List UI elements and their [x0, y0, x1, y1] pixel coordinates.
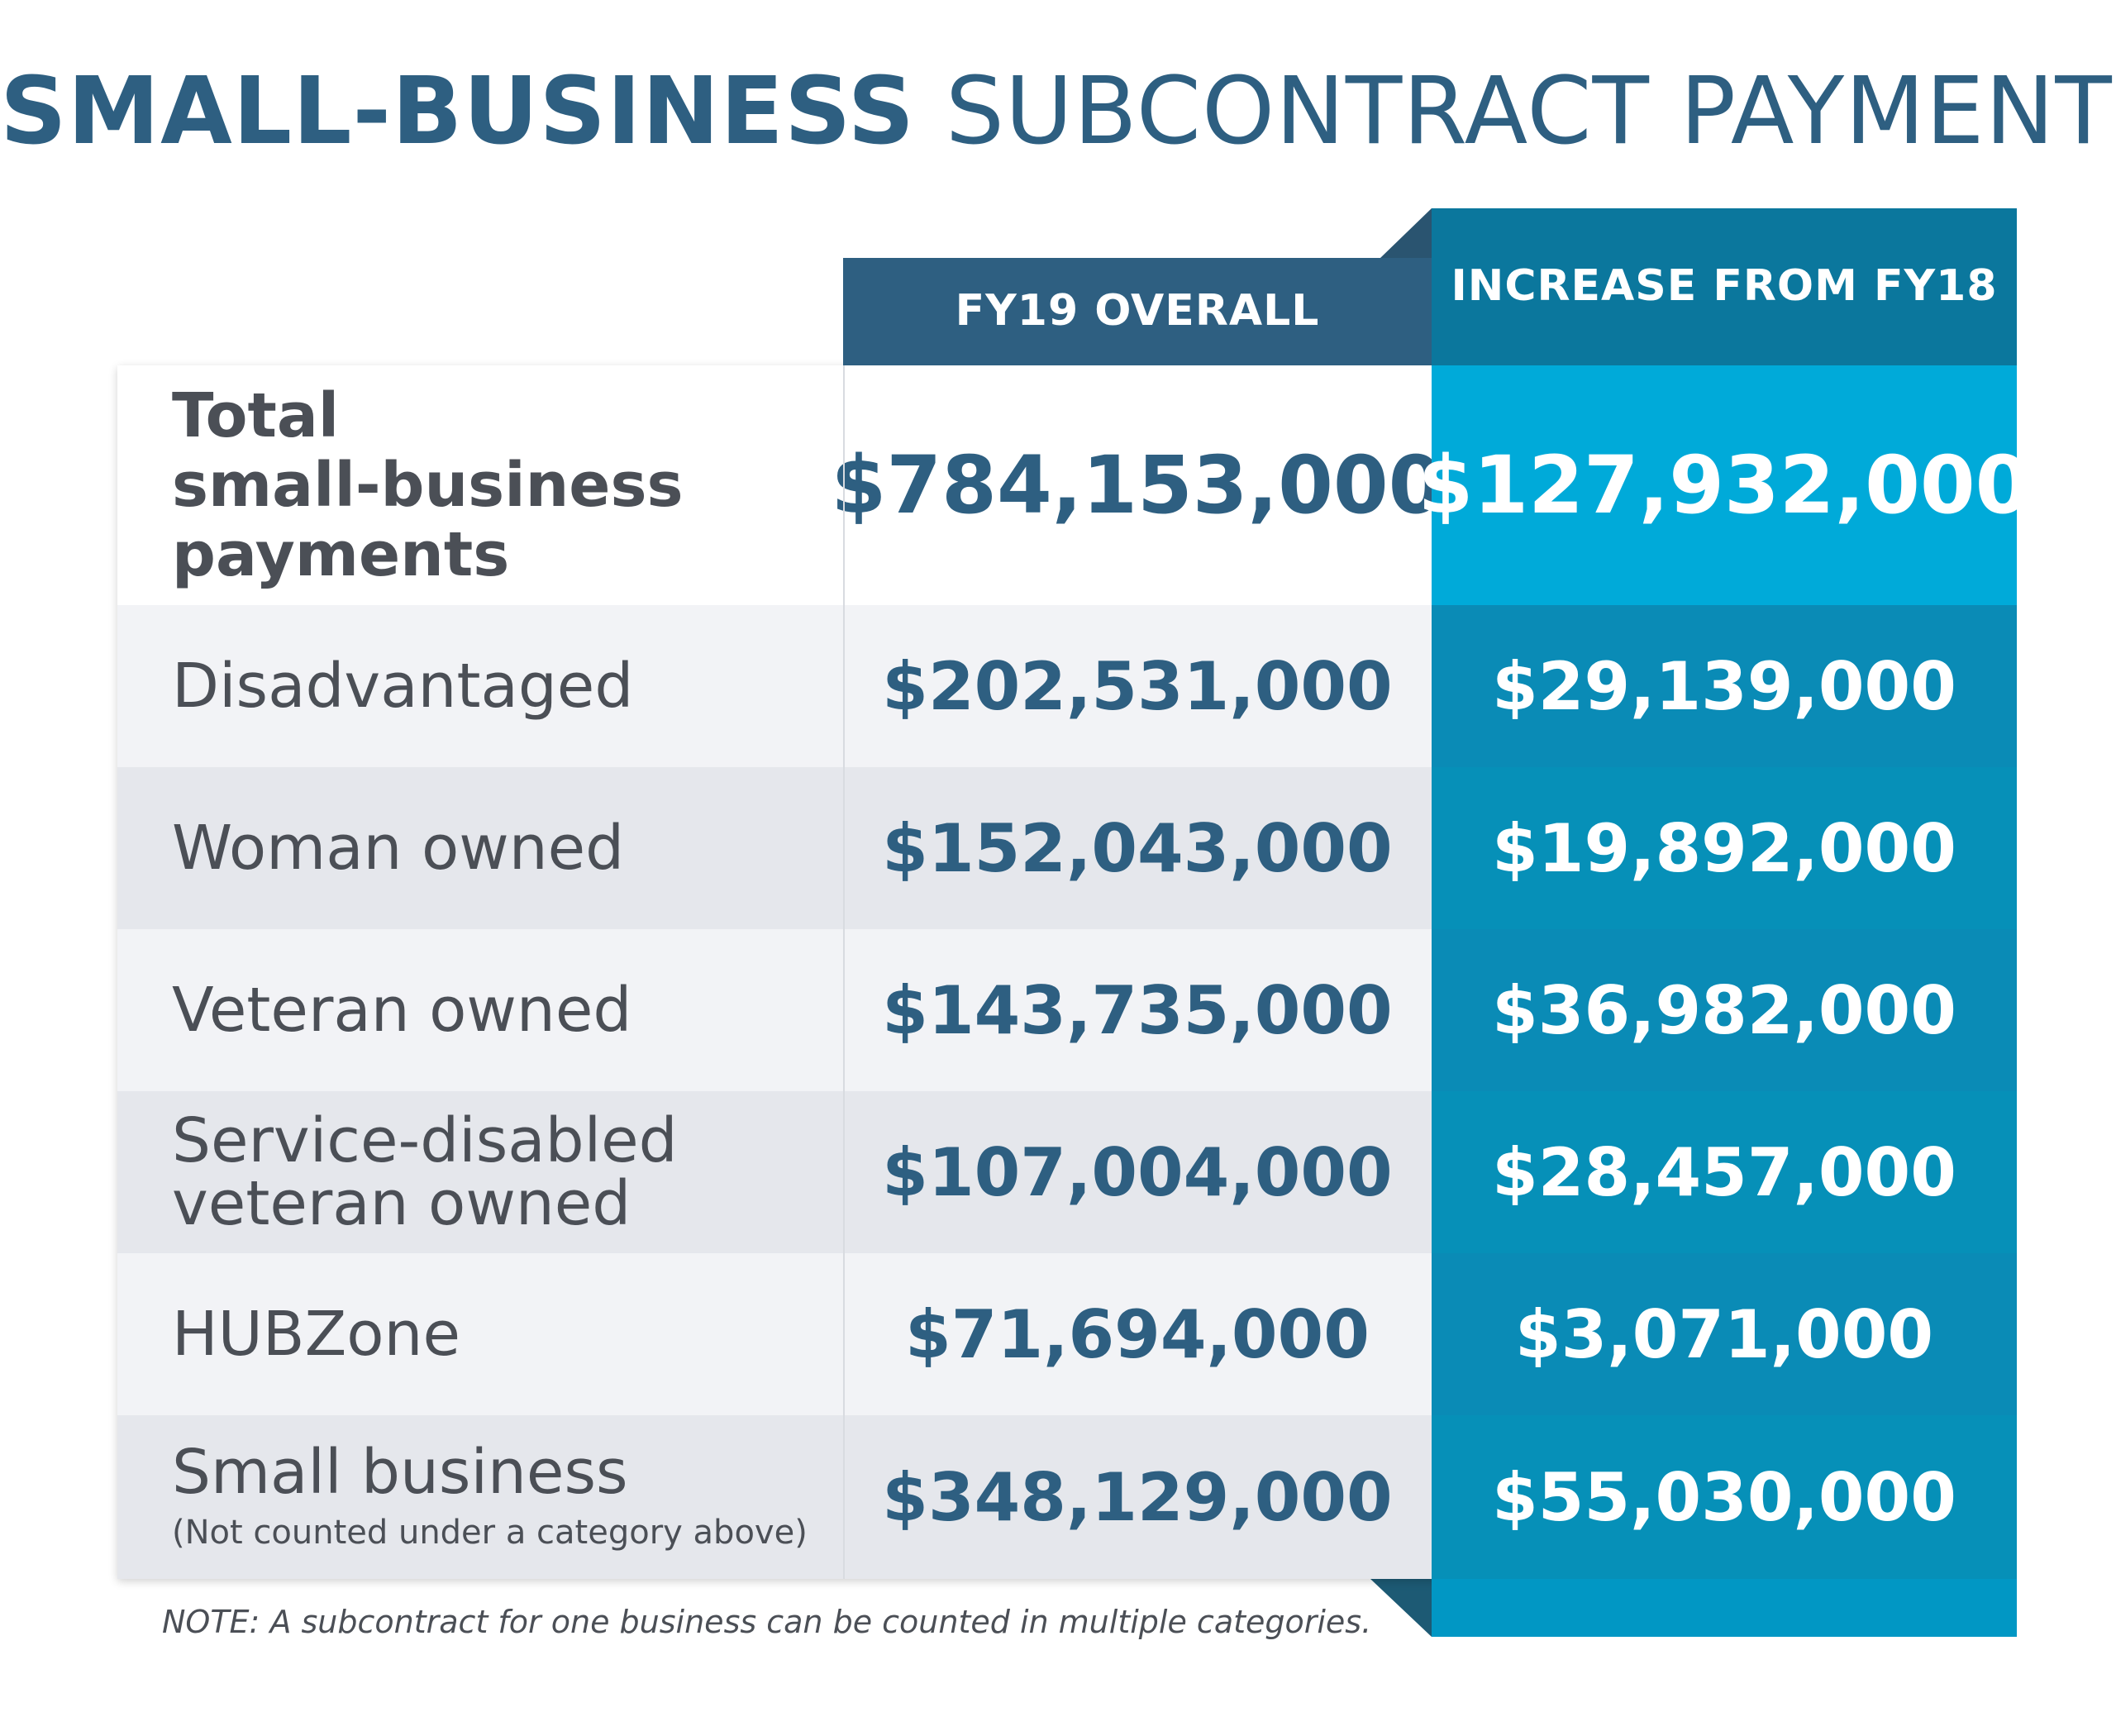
column-header-increase: INCREASE FROM FY18: [1432, 208, 2017, 365]
cell-overall: $107,004,000: [843, 1091, 1432, 1253]
cell-increase: $3,071,000: [1432, 1253, 2017, 1415]
cell-increase: $127,932,000: [1418, 365, 2030, 605]
footnote: NOTE: A subcontract for one business can…: [162, 1604, 1372, 1640]
table-row: Veteran owned $143,735,000 $36,982,000: [117, 929, 2017, 1091]
row-label: Woman owned: [117, 767, 843, 929]
row-label: Small business (Not counted under a cate…: [117, 1415, 843, 1579]
cell-overall: $71,694,000: [843, 1253, 1432, 1415]
table-row: Disadvantaged $202,531,000 $29,139,000: [117, 605, 2017, 767]
total-label-line1: Total: [172, 380, 340, 451]
title-light: SUBCONTRACT PAYMENTS: [945, 58, 2116, 165]
table-row-total: Total small-business payments $784,153,0…: [117, 365, 2030, 605]
row-label: Service-disabled veteran owned: [117, 1091, 843, 1253]
row-label-line2: veteran owned: [172, 1168, 631, 1239]
row-label: HUBZone: [117, 1253, 843, 1415]
cell-overall: $202,531,000: [843, 605, 1432, 767]
cell-increase: $55,030,000: [1432, 1415, 2017, 1579]
table-row: HUBZone $71,694,000 $3,071,000: [117, 1253, 2017, 1415]
table-row: Service-disabled veteran owned $107,004,…: [117, 1091, 2017, 1253]
cell-overall: $143,735,000: [843, 929, 1432, 1091]
row-label: Total small-business payments: [117, 365, 843, 605]
cell-overall: $784,153,000: [832, 365, 1443, 605]
row-label: Disadvantaged: [117, 605, 843, 767]
row-label-main: Small business: [172, 1437, 628, 1508]
table-row: Small business (Not counted under a cate…: [117, 1415, 2017, 1579]
column-header-overall: FY19 OVERALL: [843, 258, 1432, 365]
footer-fold-decoration: [1370, 1579, 1432, 1637]
cell-increase: $29,139,000: [1432, 605, 2017, 767]
row-sublabel: (Not counted under a category above): [172, 1514, 808, 1552]
total-label-line2: small-business: [172, 450, 684, 521]
cell-increase: $36,982,000: [1432, 929, 2017, 1091]
row-label: Veteran owned: [117, 929, 843, 1091]
table-row: Woman owned $152,043,000 $19,892,000: [117, 767, 2017, 929]
cell-increase: $19,892,000: [1432, 767, 2017, 929]
cell-overall: $152,043,000: [843, 767, 1432, 929]
row-label-line1: Service-disabled: [172, 1105, 678, 1176]
total-label-line3: payments: [172, 519, 510, 590]
cell-increase: $28,457,000: [1432, 1091, 2017, 1253]
title-bold: SMALL-BUSINESS: [0, 58, 916, 165]
page-title: SMALL-BUSINESS SUBCONTRACT PAYMENTS: [0, 58, 2116, 165]
header-fold-decoration: [1380, 208, 1432, 258]
cell-overall: $348,129,000: [843, 1415, 1432, 1579]
